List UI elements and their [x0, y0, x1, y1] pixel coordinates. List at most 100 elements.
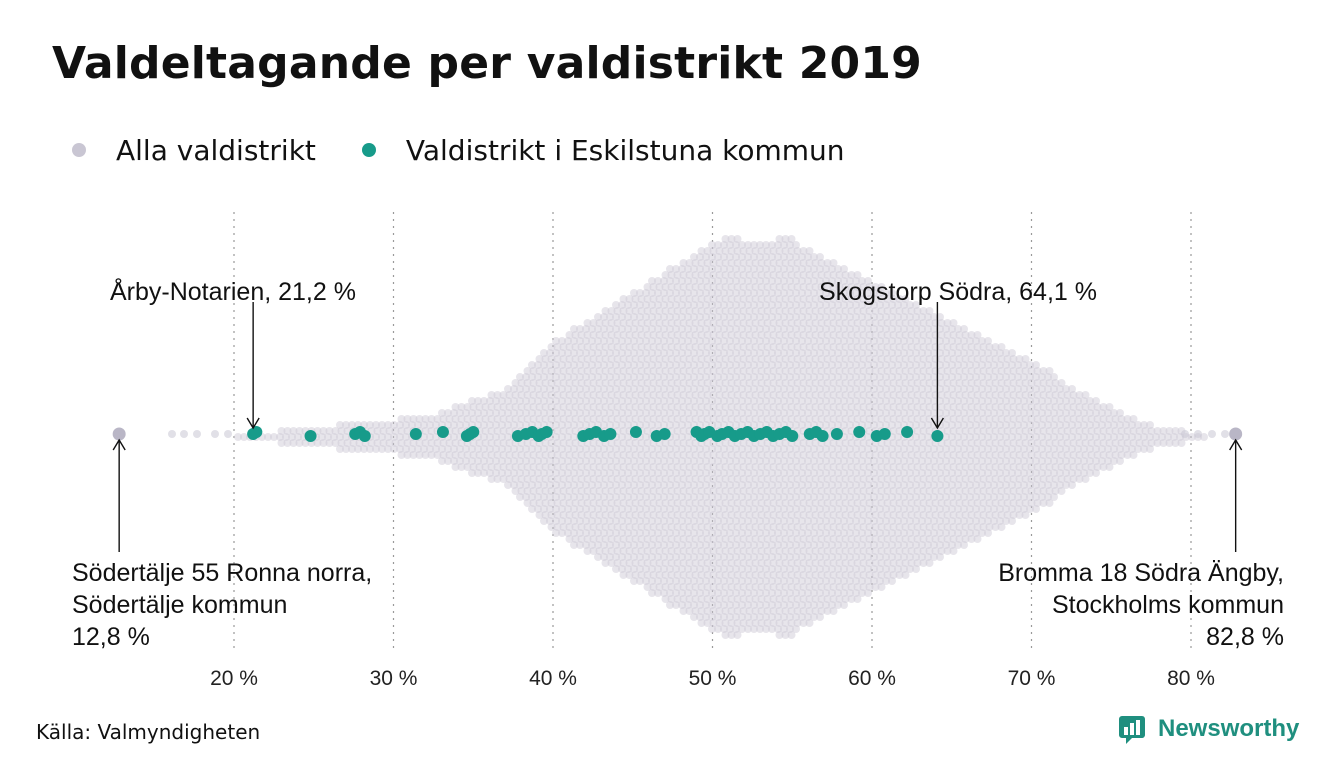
all-district-dot [732, 337, 740, 345]
all-district-dot [810, 313, 818, 321]
all-district-dot [654, 361, 662, 369]
all-district-dot [757, 403, 766, 411]
eskilstuna-district-dot [830, 428, 843, 440]
all-district-dot [624, 421, 632, 429]
all-district-dot [817, 403, 826, 411]
all-district-dot [595, 487, 604, 495]
all-district-dot [882, 409, 890, 417]
all-district-dot [631, 379, 640, 387]
all-district-dot [900, 349, 908, 357]
all-district-dot [961, 415, 970, 423]
all-district-dot [727, 319, 736, 327]
all-district-dot [936, 553, 944, 561]
all-district-dot [889, 343, 898, 351]
all-district-dot [924, 433, 932, 441]
all-district-dot [715, 355, 724, 363]
eskilstuna-district-dot [250, 426, 263, 438]
all-district-dot [835, 559, 844, 567]
all-district-dot [672, 361, 680, 369]
all-district-dot [763, 307, 772, 315]
all-district-dot [691, 571, 700, 579]
all-district-dot [661, 307, 670, 315]
all-district-dot [859, 499, 868, 507]
all-district-dot [721, 631, 730, 639]
all-district-dot [763, 391, 772, 399]
all-district-dot [889, 547, 898, 555]
all-district-dot [607, 331, 616, 339]
all-district-dot [618, 385, 626, 393]
all-district-dot [732, 457, 740, 465]
all-district-dot [774, 481, 782, 489]
all-district-dot [918, 541, 926, 549]
all-district-dot [822, 289, 830, 297]
all-district-dot [750, 577, 758, 585]
all-district-dot [829, 367, 838, 375]
all-district-dot [990, 409, 998, 417]
all-district-dot [882, 505, 890, 513]
all-district-dot [613, 355, 622, 363]
all-district-dot [703, 415, 712, 423]
all-district-dot [690, 613, 698, 621]
all-district-dot [570, 373, 578, 381]
all-district-dot [865, 547, 874, 555]
all-district-dot [822, 301, 830, 309]
all-district-dot [511, 391, 520, 399]
all-district-dot [763, 259, 772, 267]
all-district-dot [1080, 421, 1088, 429]
all-district-dot [781, 607, 790, 615]
all-district-dot [817, 271, 826, 279]
all-district-dot [745, 295, 754, 303]
all-district-dot [1093, 427, 1102, 435]
all-district-dot [738, 517, 746, 525]
all-district-dot [786, 385, 794, 393]
legend-label-eskilstuna: Valdistrikt i Eskilstuna kommun [405, 133, 845, 167]
annotation-label: 82,8 % [1206, 623, 1284, 651]
all-district-dot [822, 565, 830, 573]
all-district-dot [871, 415, 880, 423]
all-district-dot [625, 463, 634, 471]
all-district-dot [859, 343, 868, 351]
all-district-dot [864, 313, 872, 321]
all-district-dot [751, 511, 760, 519]
all-district-dot [570, 361, 578, 369]
all-district-dot [672, 421, 680, 429]
all-district-dot [757, 271, 766, 279]
all-district-dot [636, 361, 644, 369]
all-district-dot [835, 307, 844, 315]
all-district-dot [618, 541, 626, 549]
all-district-dot [642, 373, 650, 381]
all-district-dot [696, 349, 704, 357]
all-district-dot [684, 337, 692, 345]
all-district-dot [1110, 445, 1118, 453]
all-district-dot [654, 313, 662, 321]
all-district-dot [757, 571, 766, 579]
all-district-dot [936, 469, 944, 477]
all-district-dot [481, 451, 490, 459]
all-district-dot [912, 397, 920, 405]
all-district-dot [648, 361, 656, 369]
all-district-dot [979, 487, 988, 495]
all-district-dot [552, 481, 560, 489]
all-district-dot [793, 487, 802, 495]
all-district-dot [846, 553, 854, 561]
all-district-dot [727, 415, 736, 423]
all-district-dot [721, 607, 730, 615]
all-district-dot [1003, 451, 1012, 459]
all-district-dot [828, 541, 836, 549]
all-district-dot [870, 313, 878, 321]
all-district-dot [744, 349, 752, 357]
all-district-dot [942, 325, 950, 333]
all-district-dot [948, 505, 956, 513]
all-district-dot [877, 463, 886, 471]
all-district-dot [805, 331, 814, 339]
all-district-dot [696, 613, 704, 621]
all-district-dot [733, 535, 742, 543]
all-district-dot [769, 571, 778, 579]
all-district-dot [523, 403, 532, 411]
all-district-dot [667, 415, 676, 423]
all-district-dot [744, 601, 752, 609]
all-district-dot [703, 463, 712, 471]
all-district-dot [978, 457, 986, 465]
all-district-dot [708, 565, 716, 573]
all-district-dot [955, 499, 964, 507]
